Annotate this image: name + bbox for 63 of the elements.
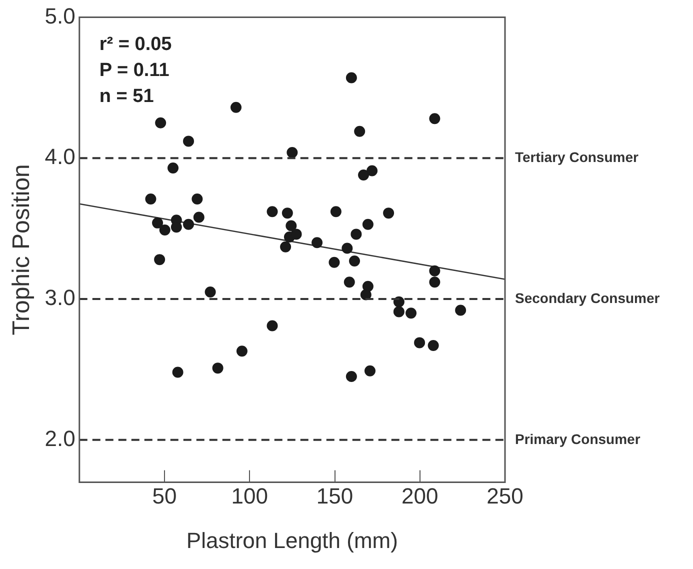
point bbox=[406, 308, 417, 319]
annotation: n = 51 bbox=[99, 86, 154, 107]
point bbox=[414, 337, 426, 348]
point bbox=[154, 254, 166, 266]
point bbox=[366, 165, 378, 176]
point bbox=[360, 289, 372, 300]
point bbox=[230, 102, 242, 113]
x-axis-title: Plastron Length (mm) bbox=[186, 528, 398, 553]
point bbox=[155, 117, 166, 128]
point bbox=[266, 206, 278, 218]
x-tick-label: 150 bbox=[316, 483, 354, 508]
point bbox=[429, 113, 440, 124]
point bbox=[383, 208, 394, 219]
y-tick-label: 3.0 bbox=[44, 285, 76, 310]
ref-line-label: Primary Consumer bbox=[515, 430, 641, 447]
point bbox=[286, 220, 297, 232]
point bbox=[364, 365, 376, 376]
annotation: r² = 0.05 bbox=[99, 34, 172, 55]
point bbox=[266, 320, 278, 332]
point bbox=[393, 306, 404, 318]
ref-line-label: Tertiary Consumer bbox=[515, 148, 639, 165]
point bbox=[328, 256, 340, 268]
point bbox=[280, 241, 292, 252]
y-tick-label: 5.0 bbox=[44, 3, 76, 28]
point bbox=[152, 217, 164, 228]
point bbox=[455, 304, 466, 316]
x-tick-label: 50 bbox=[152, 483, 177, 508]
point bbox=[168, 162, 179, 174]
point bbox=[172, 366, 184, 378]
y-tick-label: 2.0 bbox=[44, 426, 76, 451]
point bbox=[312, 237, 323, 248]
point bbox=[346, 72, 357, 84]
x-tick-label: 250 bbox=[486, 483, 524, 508]
point bbox=[429, 265, 440, 276]
point bbox=[330, 206, 342, 218]
y-tick-label: 4.0 bbox=[44, 144, 76, 170]
point bbox=[429, 276, 440, 288]
point bbox=[183, 218, 194, 230]
point bbox=[342, 242, 353, 254]
point bbox=[193, 212, 204, 223]
x-tick-label: 200 bbox=[402, 483, 438, 508]
point bbox=[192, 193, 203, 204]
point bbox=[286, 146, 298, 158]
annotation: P = 0.11 bbox=[99, 60, 170, 81]
point bbox=[212, 362, 224, 374]
point bbox=[358, 170, 370, 181]
point bbox=[346, 371, 357, 382]
ref-line-label: Secondary Consumer bbox=[515, 290, 660, 306]
point bbox=[145, 193, 156, 204]
point bbox=[236, 346, 248, 357]
point bbox=[204, 286, 216, 298]
point bbox=[349, 255, 360, 266]
point bbox=[362, 218, 374, 230]
point bbox=[183, 136, 194, 147]
point bbox=[282, 208, 293, 219]
point bbox=[344, 276, 355, 288]
x-tick-label: 100 bbox=[231, 483, 268, 508]
point bbox=[350, 228, 362, 240]
point bbox=[428, 340, 439, 352]
point bbox=[159, 224, 170, 236]
point bbox=[354, 126, 366, 137]
y-axis-title: Trophic Position bbox=[8, 164, 36, 336]
point bbox=[290, 228, 302, 240]
